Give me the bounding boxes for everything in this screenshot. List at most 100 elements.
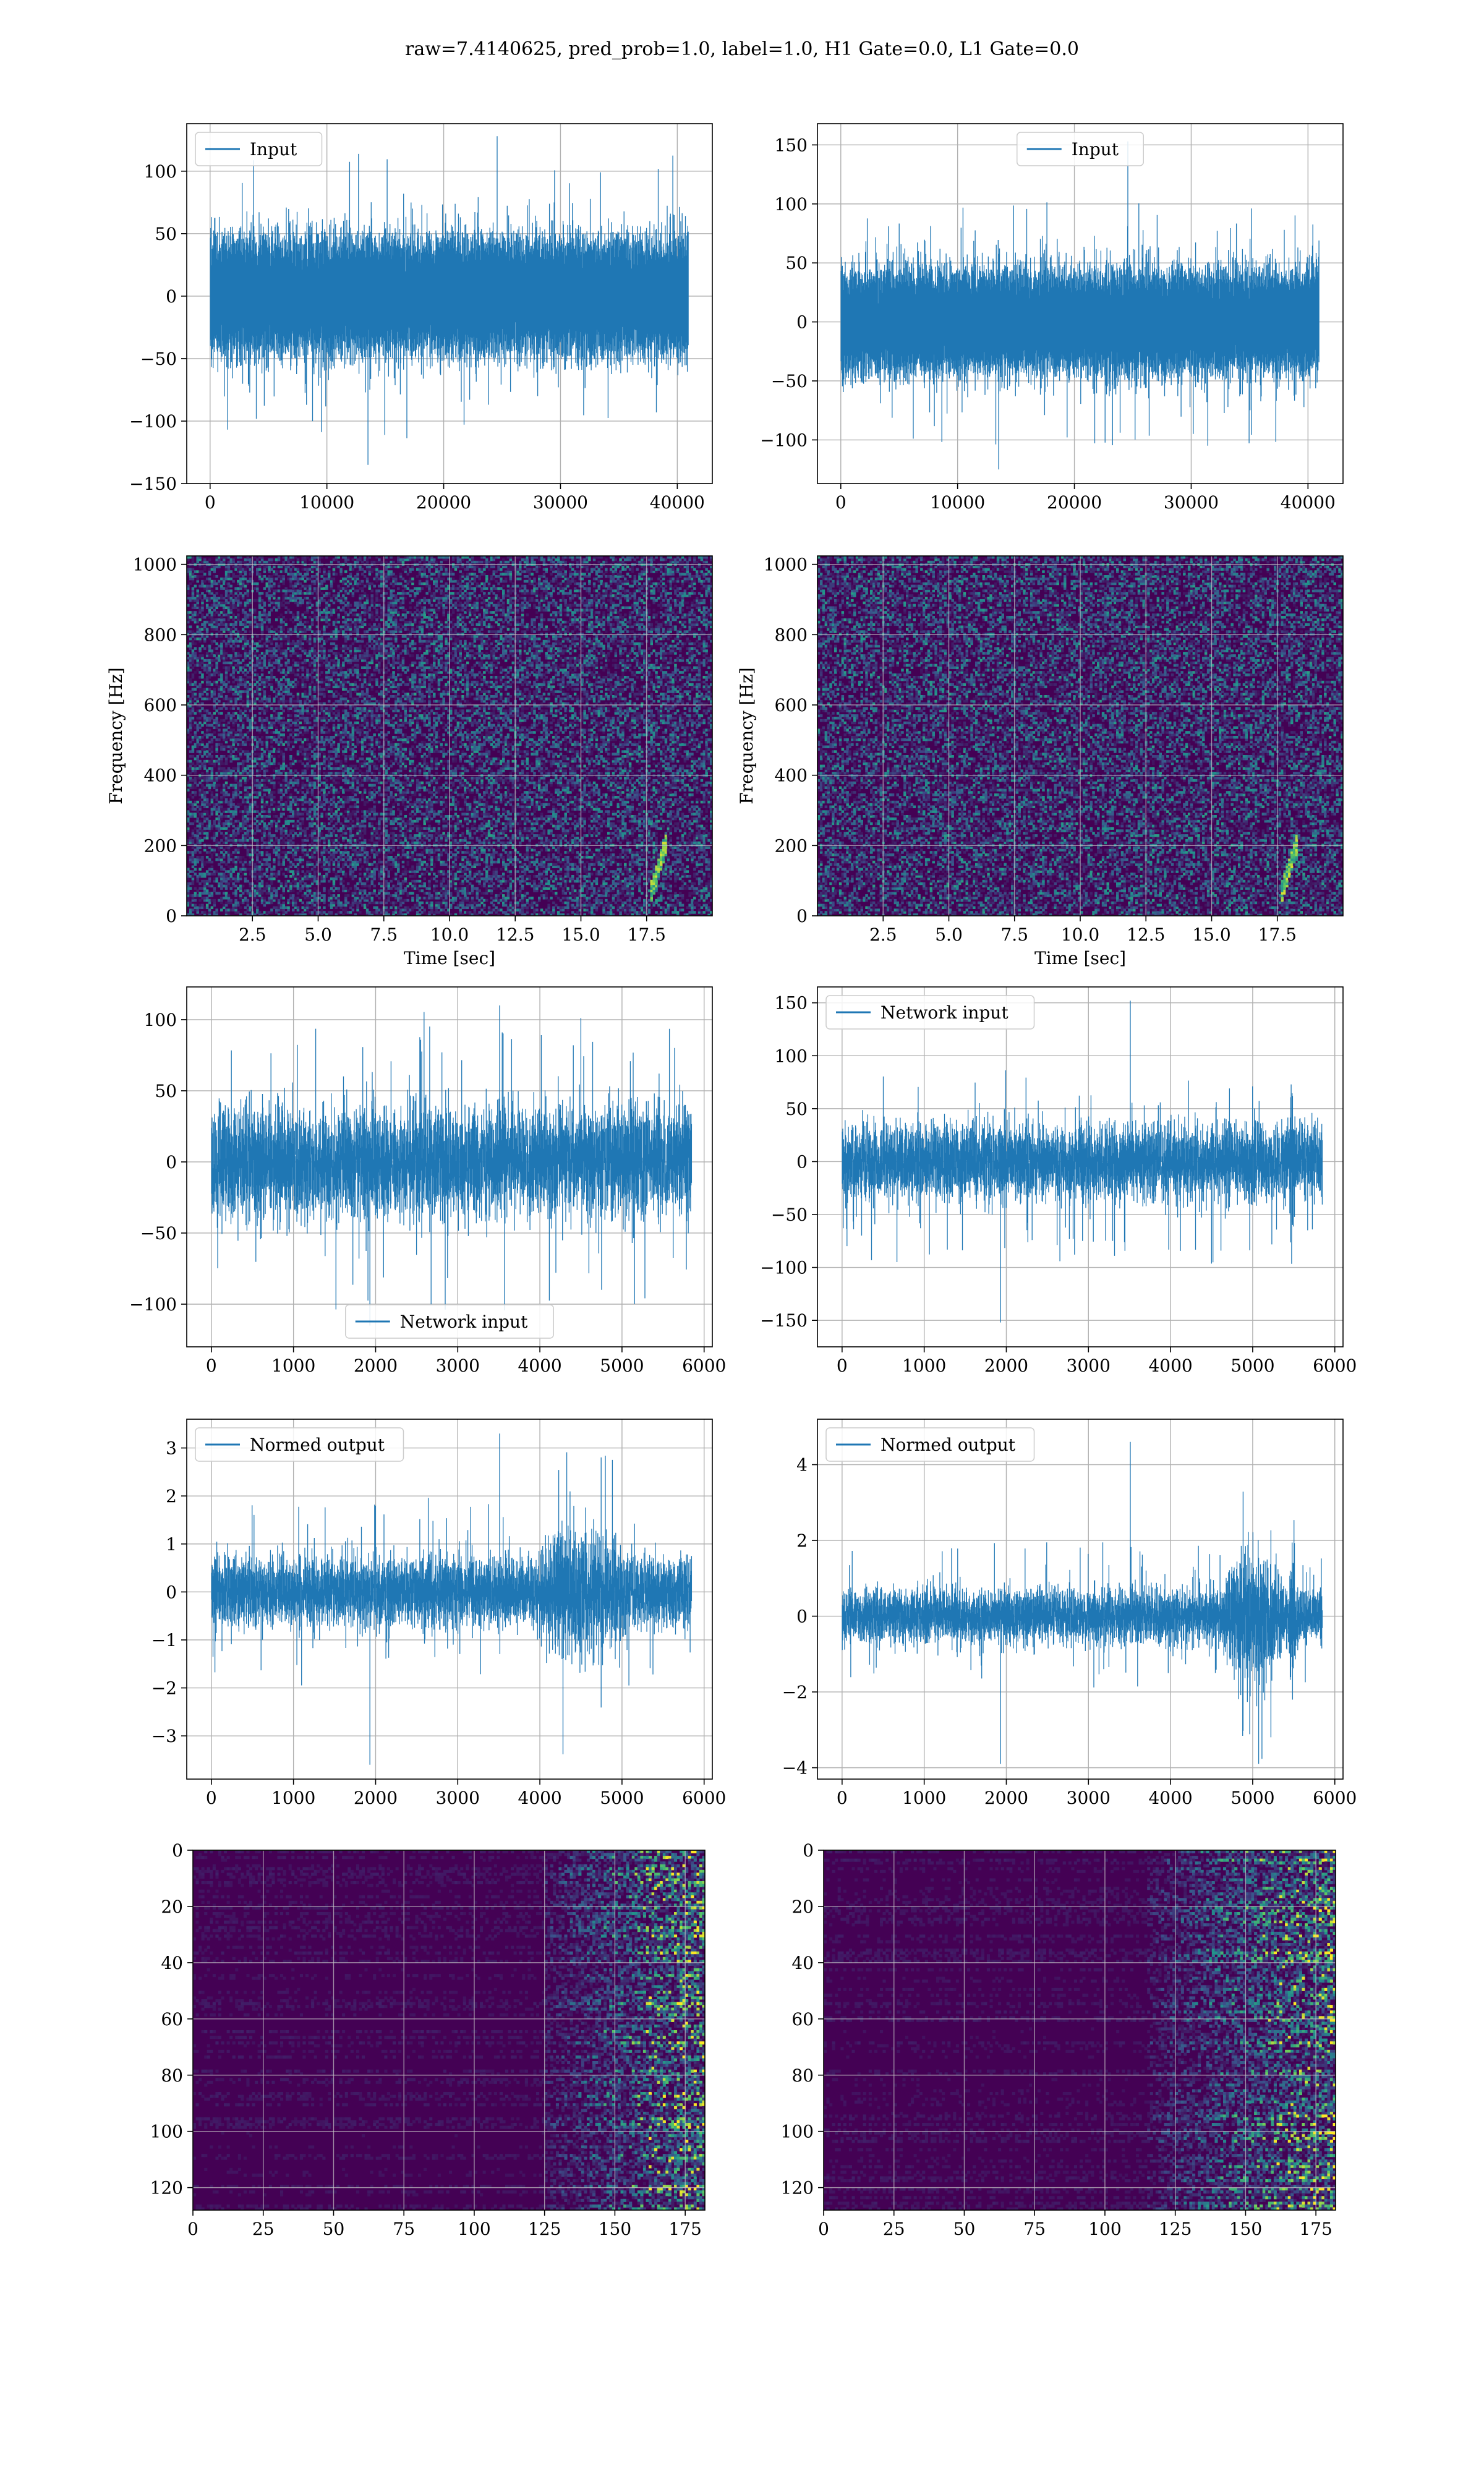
l1-feature-map-xtick-label: 175 bbox=[1299, 2219, 1332, 2239]
h1-spectrogram-ylabel: Frequency [Hz] bbox=[106, 667, 126, 804]
h1-network-input-xtick-label: 3000 bbox=[436, 1355, 480, 1376]
h1-normed-output-ytick-label: 0 bbox=[166, 1582, 177, 1602]
h1-network-input-ytick-label: −100 bbox=[129, 1294, 177, 1315]
l1-spectrogram-ytick-label: 200 bbox=[775, 835, 808, 856]
h1-normed-output-ytick-label: −1 bbox=[151, 1630, 177, 1650]
l1-network-input-legend: Network input bbox=[826, 996, 1034, 1029]
l1-feature-map-ytick-label: 80 bbox=[791, 2065, 814, 2086]
l1-spectrogram-xtick-label: 15.0 bbox=[1192, 924, 1230, 945]
h1-feature-map-xtick-label: 125 bbox=[528, 2219, 561, 2239]
h1-normed-output-series-line bbox=[211, 1433, 691, 1764]
h1-spectrogram-xtick-label: 7.5 bbox=[370, 924, 398, 945]
l1-input-ytick-label: 100 bbox=[775, 194, 808, 215]
h1-normed-output-xtick-label: 3000 bbox=[436, 1788, 480, 1808]
l1-spectrogram-ytick-label: 0 bbox=[796, 906, 808, 926]
h1-normed-output-ytick-label: 1 bbox=[166, 1534, 177, 1555]
l1-input-ytick-label: 150 bbox=[775, 135, 808, 155]
l1-network-input-ytick-label: 150 bbox=[775, 993, 808, 1014]
h1-normed-output-legend-label: Normed output bbox=[250, 1435, 385, 1455]
h1-input-xtick-label: 30000 bbox=[533, 492, 588, 513]
h1-network-input-xtick-label: 6000 bbox=[682, 1355, 726, 1376]
l1-network-input-legend-label: Network input bbox=[881, 1002, 1009, 1023]
l1-normed-output-xtick-label: 2000 bbox=[984, 1788, 1028, 1808]
h1-spectrogram-plot-area bbox=[187, 556, 713, 916]
h1-feature-map-xtick-label: 150 bbox=[599, 2219, 631, 2239]
l1-spectrogram-xtick-label: 5.0 bbox=[935, 924, 963, 945]
l1-input-xtick-label: 30000 bbox=[1164, 492, 1219, 513]
h1-spectrogram-ytick-label: 400 bbox=[144, 766, 177, 786]
h1-spectrogram-ytick-label: 200 bbox=[144, 835, 177, 856]
l1-normed-output-ytick-label: −4 bbox=[782, 1758, 808, 1778]
h1-input-xtick-label: 0 bbox=[205, 492, 216, 513]
h1-feature-map-xtick-label: 175 bbox=[668, 2219, 701, 2239]
h1-normed-output-xtick-label: 4000 bbox=[518, 1788, 561, 1808]
h1-network-input-xtick-label: 1000 bbox=[271, 1355, 315, 1376]
h1-spectrogram-xtick-label: 5.0 bbox=[304, 924, 332, 945]
h1-network-input-ytick-label: 100 bbox=[144, 1010, 177, 1030]
l1-feature-map-ytick-label: 100 bbox=[781, 2122, 814, 2142]
l1-normed-output-xtick-label: 1000 bbox=[902, 1788, 946, 1808]
l1-network-input-xtick-label: 0 bbox=[837, 1355, 848, 1376]
h1-feature-map-ytick-label: 100 bbox=[150, 2122, 183, 2142]
h1-network-input-series-line bbox=[211, 1005, 691, 1326]
l1-spectrogram-ytick-label: 600 bbox=[775, 695, 808, 715]
l1-normed-output-xtick-label: 5000 bbox=[1230, 1788, 1274, 1808]
l1-normed-output-ytick-label: 2 bbox=[796, 1530, 808, 1551]
h1-input-ytick-label: 100 bbox=[144, 161, 177, 182]
l1-network-input-ytick-label: 0 bbox=[796, 1151, 808, 1172]
l1-spectrogram-ytick-label: 1000 bbox=[764, 555, 808, 575]
h1-spectrogram-ytick-label: 600 bbox=[144, 695, 177, 715]
h1-network-input-ytick-label: 0 bbox=[166, 1152, 177, 1172]
l1-network-input-ytick-label: 50 bbox=[785, 1099, 808, 1119]
h1-feature-map-ytick-label: 80 bbox=[161, 2065, 183, 2086]
h1-network-input-plot-area bbox=[187, 987, 712, 1347]
h1-spectrogram-xtick-label: 17.5 bbox=[628, 924, 666, 945]
l1-feature-map-ytick-label: 120 bbox=[781, 2178, 814, 2198]
l1-spectrogram-xlabel: Time [sec] bbox=[1034, 948, 1126, 968]
l1-feature-map-xtick-label: 75 bbox=[1023, 2219, 1046, 2239]
h1-input-xtick-label: 40000 bbox=[650, 492, 705, 513]
h1-network-input-xtick-label: 4000 bbox=[518, 1355, 561, 1376]
h1-input-ytick-label: −50 bbox=[140, 349, 177, 369]
l1-network-input-xtick-label: 3000 bbox=[1067, 1355, 1111, 1376]
l1-spectrogram-plot-area bbox=[817, 556, 1344, 916]
l1-input-ytick-label: −50 bbox=[771, 371, 808, 391]
l1-input-ytick-label: −100 bbox=[760, 430, 808, 450]
h1-feature-map-ytick-label: 0 bbox=[172, 1840, 183, 1861]
l1-normed-output-ytick-label: 4 bbox=[796, 1455, 808, 1475]
l1-spectrogram-xtick-label: 7.5 bbox=[1000, 924, 1028, 945]
l1-normed-output-xtick-label: 6000 bbox=[1313, 1788, 1357, 1808]
h1-feature-map-ytick-label: 20 bbox=[161, 1897, 183, 1917]
l1-network-input-xtick-label: 1000 bbox=[902, 1355, 946, 1376]
l1-spectrogram-ylabel: Frequency [Hz] bbox=[736, 667, 757, 804]
l1-input-legend: Input bbox=[1017, 132, 1144, 166]
l1-spectrogram-xtick-label: 2.5 bbox=[869, 924, 897, 945]
l1-network-input-ytick-label: 100 bbox=[775, 1046, 808, 1066]
h1-network-input-ytick-label: −50 bbox=[140, 1223, 177, 1244]
l1-network-input-xtick-label: 6000 bbox=[1313, 1355, 1357, 1376]
l1-network-input-xtick-label: 5000 bbox=[1230, 1355, 1274, 1376]
l1-normed-output-xtick-label: 3000 bbox=[1067, 1788, 1111, 1808]
h1-feature-map-xtick-label: 50 bbox=[323, 2219, 345, 2239]
l1-normed-output-xtick-label: 4000 bbox=[1148, 1788, 1192, 1808]
h1-spectrogram-ytick-label: 800 bbox=[144, 625, 177, 645]
h1-spectrogram-xtick-label: 10.0 bbox=[430, 924, 469, 945]
l1-spectrogram-xtick-label: 12.5 bbox=[1127, 924, 1165, 945]
l1-input-xtick-label: 40000 bbox=[1281, 492, 1336, 513]
h1-feature-map-plot-area bbox=[193, 1850, 706, 2211]
h1-normed-output-ytick-label: −3 bbox=[151, 1726, 177, 1746]
h1-feature-map-ytick-label: 60 bbox=[161, 2009, 183, 2030]
l1-feature-map-ytick-label: 40 bbox=[791, 1953, 814, 1973]
h1-network-input-xtick-label: 2000 bbox=[354, 1355, 398, 1376]
h1-network-input-xtick-label: 5000 bbox=[600, 1355, 644, 1376]
l1-feature-map-xtick-label: 0 bbox=[818, 2219, 829, 2239]
